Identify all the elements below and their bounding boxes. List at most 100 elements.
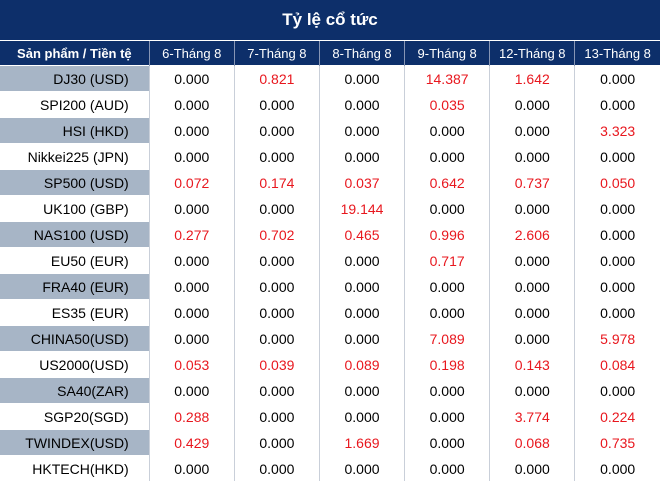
dividend-value-cell: 0.000 [319, 65, 406, 92]
dividend-value-cell: 0.735 [574, 429, 660, 456]
table-row: HKTECH(HKD) 0.000 0.000 0.000 0.000 0.000 0.00… [0, 455, 660, 481]
table-body: DJ30 (USD) 0.000 0.821 0.000 14.387 1.642 0.00… [0, 65, 660, 481]
table-row: DJ30 (USD) 0.000 0.821 0.000 14.387 1.642 0.00… [0, 65, 660, 92]
dividend-value-cell: 0.000 [489, 273, 576, 300]
dividend-value-cell: 0.053 [149, 351, 235, 378]
column-header-date: 13-Tháng 8 [574, 41, 660, 66]
dividend-value-cell: 0.174 [234, 169, 320, 196]
dividend-value-cell: 19.144 [319, 195, 406, 222]
dividend-value-cell: 5.978 [574, 325, 660, 352]
dividend-value-cell: 0.000 [234, 91, 320, 118]
dividend-value-cell: 0.000 [319, 273, 406, 300]
dividend-value-cell: 0.000 [319, 117, 406, 144]
dividend-value-cell: 0.000 [234, 403, 320, 430]
dividend-value-cell: 0.000 [319, 377, 406, 404]
dividend-value-cell: 1.642 [489, 65, 576, 92]
table-header: Sản phẩm / Tiền tệ 6-Tháng 8 7-Tháng 8 8… [0, 41, 660, 66]
dividend-value-cell: 0.000 [319, 247, 406, 274]
dividend-value-cell: 0.000 [404, 143, 491, 170]
row-label: CHINA50(USD) [0, 325, 150, 352]
dividend-value-cell: 0.000 [319, 299, 406, 326]
dividend-value-cell: 0.000 [149, 65, 235, 92]
column-header-date: 7-Tháng 8 [234, 41, 320, 66]
dividend-value-cell: 0.000 [404, 195, 491, 222]
dividend-value-cell: 0.000 [149, 325, 235, 352]
dividend-value-cell: 0.000 [574, 195, 660, 222]
column-header-date: 9-Tháng 8 [404, 41, 491, 66]
dividend-value-cell: 0.000 [234, 273, 320, 300]
dividend-value-cell: 3.774 [489, 403, 576, 430]
dividend-value-cell: 0.000 [234, 247, 320, 274]
table-row: SA40(ZAR) 0.000 0.000 0.000 0.000 0.000 0.000 [0, 377, 660, 404]
dividend-value-cell: 0.000 [234, 195, 320, 222]
dividend-value-cell: 0.000 [404, 299, 491, 326]
dividend-value-cell: 0.000 [574, 273, 660, 300]
dividend-value-cell: 0.000 [319, 455, 406, 481]
row-label: UK100 (GBP) [0, 195, 150, 222]
table-row: TWINDEX(USD) 0.429 0.000 1.669 0.000 0.068 0.7… [0, 429, 660, 456]
dividend-value-cell: 7.089 [404, 325, 491, 352]
dividend-value-cell: 0.000 [404, 455, 491, 481]
dividend-value-cell: 0.000 [234, 299, 320, 326]
table-row: SPI200 (AUD) 0.000 0.000 0.000 0.035 0.000 0.0… [0, 91, 660, 118]
dividend-value-cell: 0.000 [319, 325, 406, 352]
row-label: TWINDEX(USD) [0, 429, 150, 456]
dividend-value-cell: 0.996 [404, 221, 491, 248]
dividend-value-cell: 0.000 [574, 143, 660, 170]
row-label: SGP20(SGD) [0, 403, 150, 430]
row-label: EU50 (EUR) [0, 247, 150, 274]
row-label: ES35 (EUR) [0, 299, 150, 326]
dividend-value-cell: 0.000 [489, 91, 576, 118]
dividend-value-cell: 0.000 [234, 117, 320, 144]
dividend-value-cell: 0.000 [234, 143, 320, 170]
table-row: FRA40 (EUR) 0.000 0.000 0.000 0.000 0.000 0.00… [0, 273, 660, 300]
dividend-value-cell: 0.000 [149, 143, 235, 170]
dividend-value-cell: 0.000 [489, 299, 576, 326]
row-label: FRA40 (EUR) [0, 273, 150, 300]
dividend-value-cell: 0.429 [149, 429, 235, 456]
dividend-value-cell: 0.039 [234, 351, 320, 378]
column-header-date: 6-Tháng 8 [149, 41, 235, 66]
dividend-value-cell: 0.288 [149, 403, 235, 430]
dividend-value-cell: 0.000 [574, 247, 660, 274]
dividend-value-cell: 0.000 [489, 455, 576, 481]
dividend-value-cell: 0.000 [319, 403, 406, 430]
dividend-value-cell: 0.000 [149, 117, 235, 144]
dividend-value-cell: 0.000 [234, 429, 320, 456]
dividend-value-cell: 3.323 [574, 117, 660, 144]
dividend-value-cell: 0.000 [319, 91, 406, 118]
dividend-value-cell: 0.000 [574, 455, 660, 481]
dividend-value-cell: 0.000 [489, 143, 576, 170]
column-header-date: 12-Tháng 8 [489, 41, 576, 66]
table-row: SP500 (USD) 0.072 0.174 0.037 0.642 0.737 0.05… [0, 169, 660, 196]
dividend-value-cell: 0.000 [149, 455, 235, 481]
table-title: Tỷ lệ cổ tức [0, 0, 660, 41]
dividend-value-cell: 0.000 [574, 221, 660, 248]
dividend-value-cell: 0.000 [489, 377, 576, 404]
dividend-value-cell: 0.000 [149, 195, 235, 222]
table-row: US2000(USD) 0.053 0.039 0.089 0.198 0.143 0.08… [0, 351, 660, 378]
dividend-value-cell: 0.000 [319, 143, 406, 170]
dividend-value-cell: 0.224 [574, 403, 660, 430]
dividend-value-cell: 0.000 [234, 455, 320, 481]
dividend-value-cell: 0.000 [404, 377, 491, 404]
table-row: ES35 (EUR) 0.000 0.000 0.000 0.000 0.000 0.000 [0, 299, 660, 326]
row-label: Nikkei225 (JPN) [0, 143, 150, 170]
row-label: SPI200 (AUD) [0, 91, 150, 118]
row-label: SA40(ZAR) [0, 377, 150, 404]
dividend-value-cell: 0.035 [404, 91, 491, 118]
row-label: SP500 (USD) [0, 169, 150, 196]
dividend-value-cell: 0.000 [149, 247, 235, 274]
dividend-value-cell: 0.000 [574, 65, 660, 92]
table-row: Nikkei225 (JPN) 0.000 0.000 0.000 0.000 0.000… [0, 143, 660, 170]
dividend-value-cell: 0.000 [404, 273, 491, 300]
table-row: EU50 (EUR) 0.000 0.000 0.000 0.717 0.000 0.000 [0, 247, 660, 274]
dividend-value-cell: 0.821 [234, 65, 320, 92]
dividend-value-cell: 0.000 [574, 377, 660, 404]
dividend-value-cell: 0.000 [149, 299, 235, 326]
dividend-value-cell: 0.037 [319, 169, 406, 196]
column-header-product: Sản phẩm / Tiền tệ [0, 41, 150, 66]
dividend-table: Sản phẩm / Tiền tệ 6-Tháng 8 7-Tháng 8 8… [0, 41, 660, 481]
row-label: DJ30 (USD) [0, 65, 150, 92]
dividend-value-cell: 0.072 [149, 169, 235, 196]
